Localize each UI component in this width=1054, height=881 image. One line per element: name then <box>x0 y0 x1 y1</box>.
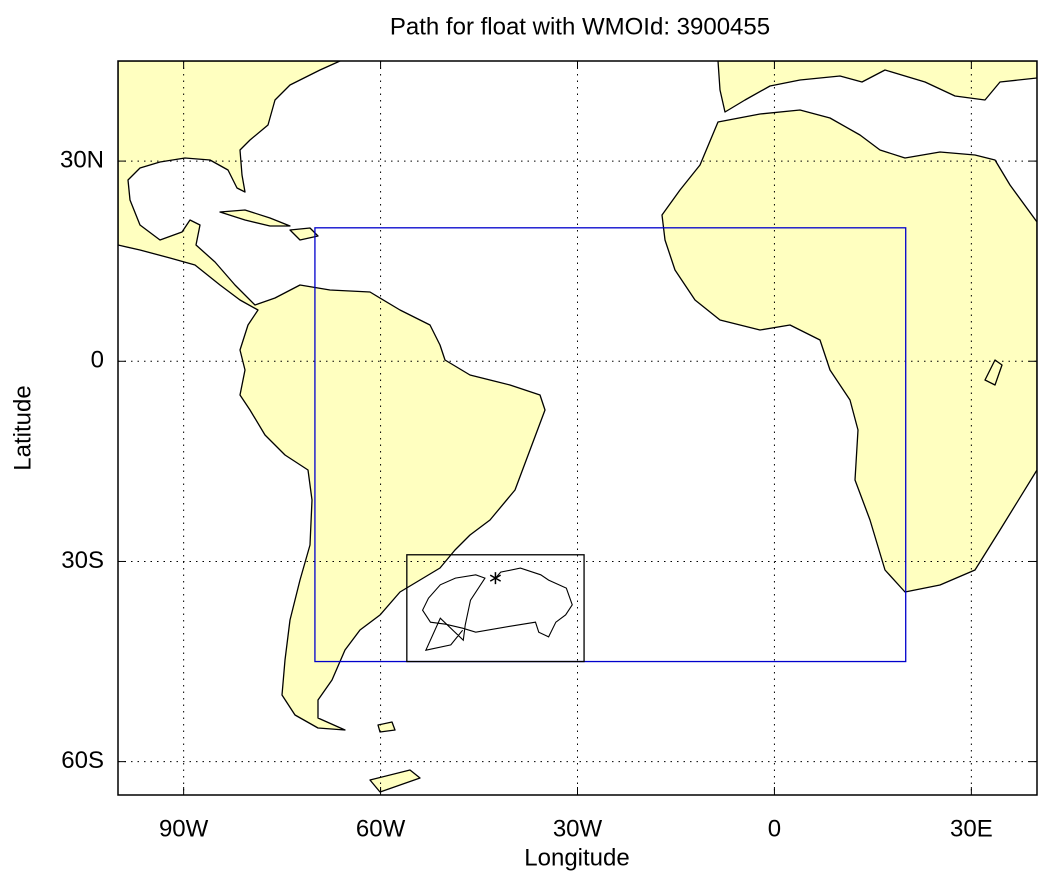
x-tick-label: 30W <box>553 815 603 842</box>
cuba <box>219 209 291 227</box>
land-layer <box>118 61 1037 793</box>
x-tick-label: 30E <box>950 815 993 842</box>
hispaniola <box>289 227 319 241</box>
falklands <box>377 721 396 733</box>
y-tick-label: 30S <box>61 547 104 574</box>
y-axis-label: Latitude <box>9 385 36 470</box>
madagascar <box>984 359 1003 386</box>
map-title: Path for float with WMOId: 3900455 <box>390 13 770 40</box>
x-axis-label: Longitude <box>524 844 629 871</box>
float-track <box>421 567 573 651</box>
x-tick-label: 90W <box>159 815 209 842</box>
antarctic-peninsula <box>369 769 421 793</box>
y-tick-label: 0 <box>91 347 104 374</box>
y-tick-label: 30N <box>60 146 104 173</box>
region-box <box>406 554 585 663</box>
start-marker <box>489 572 502 585</box>
europe <box>717 61 1037 113</box>
y-tick-label: 60S <box>61 747 104 774</box>
start-marker-stroke <box>489 574 502 582</box>
region-box <box>314 227 907 663</box>
americas <box>118 61 546 731</box>
x-tick-label: 60W <box>356 815 406 842</box>
africa <box>661 109 1037 593</box>
x-tick-label: 0 <box>768 815 781 842</box>
